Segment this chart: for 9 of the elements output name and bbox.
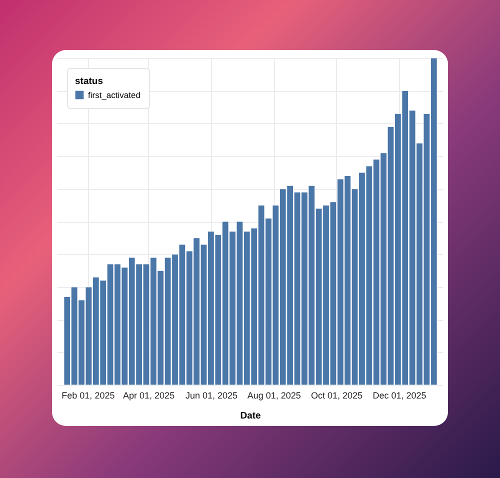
x-tick-label: Dec 01, 2025 [372,390,426,400]
x-tick-label: Apr 01, 2025 [123,390,175,400]
x-tick-label: Feb 01, 2025 [62,390,115,400]
legend-title: status [75,76,103,87]
x-tick-label: Aug 01, 2025 [247,390,301,400]
x-tick-label: Oct 01, 2025 [311,390,363,400]
legend-label: first_activated [88,90,141,100]
x-axis-title: Date [240,410,261,422]
x-tick-label: Jun 01, 2025 [185,390,238,400]
